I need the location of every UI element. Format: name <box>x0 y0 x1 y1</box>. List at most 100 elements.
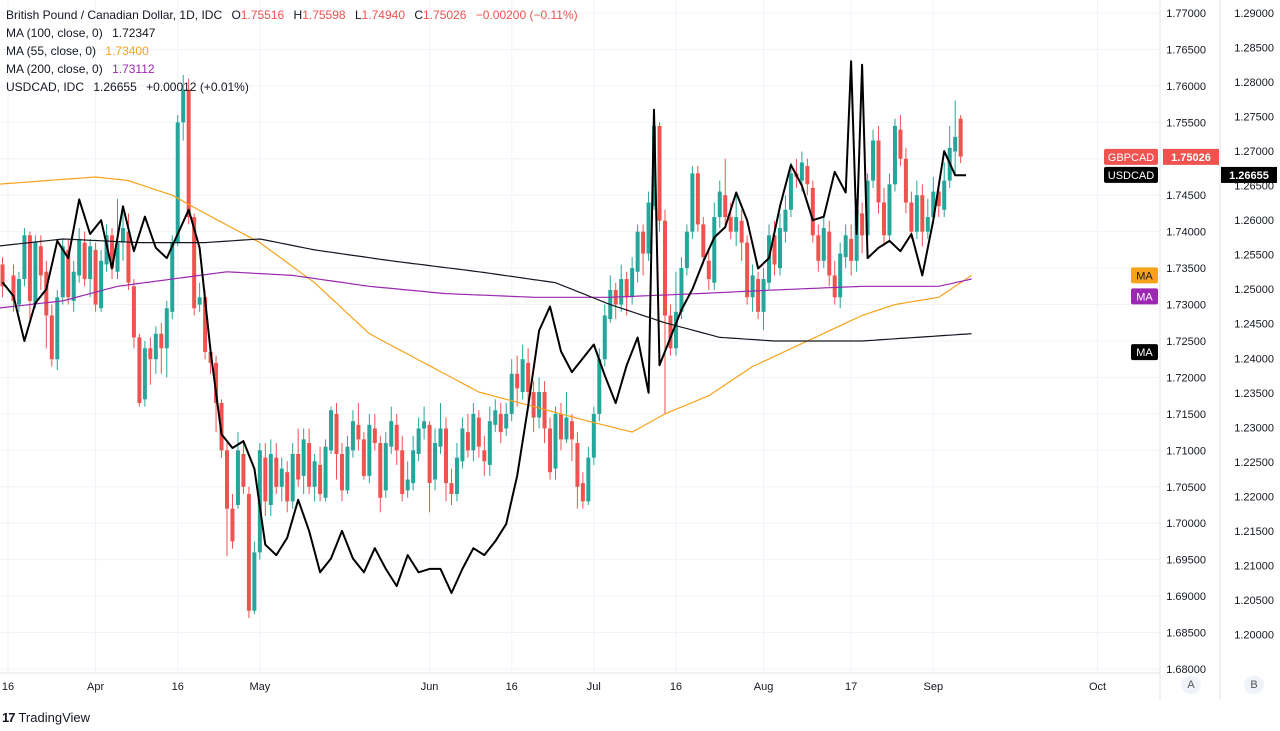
close-label: C <box>414 8 424 22</box>
candle-down <box>241 453 246 487</box>
candle-up <box>411 450 416 484</box>
candle-down <box>701 224 706 258</box>
candle-down <box>580 483 585 502</box>
candle-down <box>137 337 142 403</box>
ma200-line <box>0 271 972 309</box>
candle-up <box>520 359 525 393</box>
candle-down <box>876 140 881 203</box>
time-tick-label: Jun <box>421 681 439 693</box>
left-price-tick-label: 1.76000 <box>1166 81 1206 93</box>
right-price-tick-label: 1.29000 <box>1234 8 1274 20</box>
candle-up <box>717 191 722 218</box>
candle-down <box>668 315 673 349</box>
candle-down <box>131 286 136 338</box>
candle-down <box>11 275 16 301</box>
candle-up <box>493 410 498 425</box>
candle-down <box>531 392 536 418</box>
candle-up <box>416 428 421 454</box>
candle-down <box>361 439 366 476</box>
candle-down <box>400 450 405 495</box>
candle-up <box>635 231 640 272</box>
candle-up <box>734 217 739 232</box>
candle-up <box>88 246 93 280</box>
open-label: O <box>231 8 241 22</box>
candle-down <box>860 213 865 236</box>
left-price-tick-label: 1.70000 <box>1166 518 1206 530</box>
candle-down <box>148 348 153 360</box>
ma100-label: MA (100, close, 0) <box>6 26 103 40</box>
candle-down <box>285 472 290 502</box>
candle-down <box>159 333 164 349</box>
candle-up <box>838 253 843 298</box>
candle-down <box>274 457 279 487</box>
candle-down <box>82 242 87 280</box>
candle-up <box>181 89 186 123</box>
candle-up <box>153 333 158 360</box>
left-price-tick-label: 1.70500 <box>1166 482 1206 494</box>
auto-scale-button[interactable]: A <box>1181 676 1201 694</box>
candle-down <box>663 220 667 316</box>
candle-up <box>290 453 295 502</box>
left-price-tick-label: 1.68000 <box>1166 664 1206 676</box>
time-tick-label: Aug <box>754 681 774 693</box>
tradingview-name: TradingView <box>18 710 91 725</box>
candle-down <box>739 220 744 243</box>
legend-ma55-row[interactable]: MA (55, close, 0) 1.73400 <box>6 42 578 60</box>
legend-ma200-row[interactable]: MA (200, close, 0) 1.73112 <box>6 60 578 78</box>
change-value: −0.00200 (−0.11%) <box>475 8 578 22</box>
candle-down <box>110 235 115 269</box>
candlestick-chart[interactable]: 1.770001.765001.760001.755001.750001.745… <box>0 0 1280 700</box>
time-tick-label: Apr <box>87 681 104 693</box>
usdcad-change: +0.00012 (+0.01%) <box>146 80 249 94</box>
candle-up <box>312 461 317 487</box>
ma-tag <box>1131 344 1158 361</box>
candle-down <box>225 450 229 509</box>
candle-down <box>126 231 131 283</box>
candle-down <box>909 202 914 232</box>
candle-up <box>345 446 350 491</box>
left-price-tick-label: 1.72000 <box>1166 372 1206 384</box>
ma100-value: 1.72347 <box>112 26 156 40</box>
symbol-tag-gbpcad <box>1104 148 1158 165</box>
right-price-tick-label: 1.25000 <box>1234 284 1274 296</box>
candle-up <box>630 268 635 298</box>
low-value: 1.74940 <box>361 8 406 22</box>
candle-down <box>192 217 197 309</box>
candle-down <box>903 158 908 203</box>
usdcad-label: USDCAD, IDC <box>6 80 85 94</box>
right-price-tick-label: 1.27500 <box>1234 112 1274 124</box>
candle-up <box>383 443 388 491</box>
candle-up <box>892 125 897 185</box>
candle-down <box>427 424 432 484</box>
legend-main-row: British Pound / Canadian Dollar, 1D, IDC… <box>6 6 578 24</box>
candle-up <box>405 479 410 491</box>
candle-up <box>843 235 848 258</box>
candle-down <box>936 191 941 207</box>
candle-down <box>548 428 553 473</box>
candle-up <box>252 552 257 611</box>
candle-down <box>0 264 5 287</box>
left-price-tick-label: 1.76500 <box>1166 44 1206 56</box>
candle-down <box>372 428 377 444</box>
second-scale-button[interactable]: B <box>1244 676 1264 694</box>
candle-up <box>329 410 334 451</box>
candle-up <box>175 122 180 243</box>
candle-down <box>920 195 925 232</box>
right-price-tick-label: 1.22000 <box>1234 491 1274 503</box>
candle-up <box>679 268 684 312</box>
tradingview-logo[interactable]: 17 TradingView <box>2 710 90 725</box>
candle-up <box>487 421 492 465</box>
candle-up <box>279 468 284 487</box>
candle-down <box>498 413 503 433</box>
legend-usdcad-row[interactable]: USDCAD, IDC 1.26655 +0.00012 (+0.01%) <box>6 78 578 96</box>
candle-up <box>77 238 82 276</box>
candle-up <box>925 217 930 232</box>
candle-up <box>871 140 876 181</box>
legend-ma100-row[interactable]: MA (100, close, 0) 1.72347 <box>6 24 578 42</box>
candle-down <box>810 187 815 236</box>
right-price-tick-label: 1.20000 <box>1234 629 1274 641</box>
candle-down <box>318 464 323 495</box>
candle-up <box>197 297 202 305</box>
usdcad-value: 1.26655 <box>93 80 137 94</box>
candle-up <box>799 162 804 181</box>
